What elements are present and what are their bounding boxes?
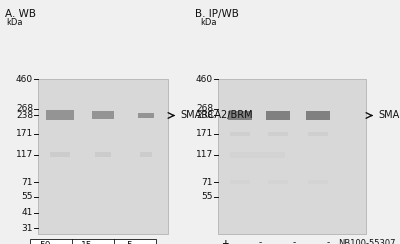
- Bar: [92, 112, 114, 120]
- Bar: [268, 181, 288, 184]
- Text: 50: 50: [39, 242, 51, 244]
- Text: 15: 15: [81, 242, 93, 244]
- Bar: [230, 181, 250, 184]
- Bar: [46, 111, 74, 121]
- Bar: [230, 132, 250, 136]
- Text: 268: 268: [196, 104, 213, 113]
- Bar: [266, 111, 290, 120]
- Bar: [268, 132, 288, 136]
- Text: kDa: kDa: [200, 18, 216, 27]
- Bar: [230, 152, 285, 158]
- Bar: [95, 152, 111, 157]
- Bar: [138, 113, 154, 118]
- Text: 5: 5: [126, 242, 132, 244]
- Bar: [228, 111, 252, 120]
- Text: 55: 55: [202, 192, 213, 201]
- Text: SMARCA2/BRM: SMARCA2/BRM: [180, 111, 253, 121]
- Text: -: -: [258, 238, 262, 244]
- Text: 31: 31: [22, 224, 33, 233]
- Text: 41: 41: [22, 208, 33, 217]
- Bar: [50, 152, 70, 157]
- Bar: [306, 111, 330, 120]
- Text: 460: 460: [16, 74, 33, 83]
- Bar: [218, 79, 366, 234]
- Text: 71: 71: [202, 178, 213, 187]
- Text: 238: 238: [16, 111, 33, 120]
- Text: 238: 238: [196, 111, 213, 120]
- Text: NB100-55307: NB100-55307: [338, 238, 396, 244]
- Text: -: -: [292, 238, 296, 244]
- Bar: [30, 239, 156, 244]
- Text: 117: 117: [16, 150, 33, 159]
- Bar: [38, 79, 168, 234]
- Text: 171: 171: [196, 129, 213, 138]
- Text: B. IP/WB: B. IP/WB: [195, 9, 239, 19]
- Text: 171: 171: [16, 129, 33, 138]
- Bar: [308, 132, 328, 136]
- Text: 71: 71: [22, 178, 33, 187]
- Text: A. WB: A. WB: [5, 9, 36, 19]
- Text: 460: 460: [196, 74, 213, 83]
- Text: +: +: [222, 238, 230, 244]
- Bar: [140, 152, 152, 157]
- Text: 268: 268: [16, 104, 33, 113]
- Bar: [308, 181, 328, 184]
- Text: -: -: [326, 238, 330, 244]
- Text: kDa: kDa: [6, 18, 22, 27]
- Text: SMARCA2/BRM: SMARCA2/BRM: [378, 111, 400, 121]
- Text: 117: 117: [196, 150, 213, 159]
- Text: 55: 55: [22, 192, 33, 201]
